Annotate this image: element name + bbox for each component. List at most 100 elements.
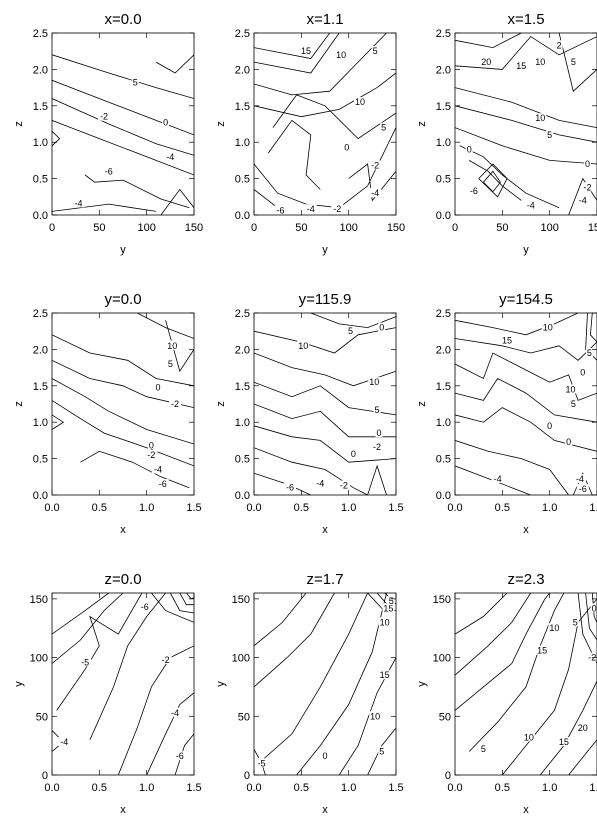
y-tick-label: 1.5 xyxy=(33,101,48,113)
contour-label: 10 xyxy=(355,97,365,107)
contour-label-bg xyxy=(378,670,391,680)
contour-line-2 xyxy=(254,33,340,74)
contour-label-bg xyxy=(382,603,395,613)
contour-label-bg xyxy=(369,188,382,198)
contour-label: 15 xyxy=(380,670,390,680)
contour-label-bg xyxy=(576,723,589,733)
x-tick-label: 1.5 xyxy=(388,782,403,794)
x-tick-label: 1.0 xyxy=(341,502,356,514)
y-axis-label: y xyxy=(215,681,227,687)
contour-label: -2 xyxy=(171,399,179,409)
contour-label-bg xyxy=(522,732,535,742)
contour-line-3 xyxy=(455,352,597,401)
contour-label: -6 xyxy=(579,484,587,494)
contour-label-bg xyxy=(590,603,597,613)
contour-label: -2 xyxy=(584,182,592,192)
y-tick-label: 1.0 xyxy=(436,137,451,149)
contour-line-10 xyxy=(572,472,593,495)
contour-label-bg xyxy=(169,707,182,717)
panel-title: y=0.0 xyxy=(104,291,141,308)
x-tick-label: 0.0 xyxy=(246,782,261,794)
contour-line-9 xyxy=(151,593,194,623)
contour-line-3 xyxy=(52,359,194,408)
y-axis-label: y xyxy=(13,681,25,687)
contour-label-bg xyxy=(349,449,357,459)
contour-label-bg xyxy=(479,744,487,754)
contour-line-1 xyxy=(52,54,194,99)
contour-label-bg xyxy=(546,129,554,139)
contour-line-3 xyxy=(254,352,396,387)
contour-line-2 xyxy=(455,36,597,70)
contour-label-bg xyxy=(378,746,386,756)
contour-label-bg xyxy=(465,144,473,154)
y-tick-label: 0.0 xyxy=(33,210,48,222)
contour-label-bg xyxy=(152,464,165,474)
x-tick-label: 0.0 xyxy=(447,502,462,514)
contour-label-bg xyxy=(166,340,179,350)
contour-label: -4 xyxy=(307,204,315,214)
x-tick-label: 0 xyxy=(452,222,458,234)
contour-label: 20 xyxy=(481,57,491,67)
contour-line-4 xyxy=(52,378,194,445)
x-tick-label: 1.5 xyxy=(388,502,403,514)
contour-label-bg xyxy=(373,404,381,414)
contour-label-bg xyxy=(579,367,587,377)
contour-line-1 xyxy=(310,313,396,329)
contour-label: 0 xyxy=(585,159,590,169)
contour-label: 15 xyxy=(537,646,547,656)
contour-label: 15 xyxy=(502,336,512,346)
contour-line-1 xyxy=(137,313,194,339)
y-tick-label: 2.0 xyxy=(235,344,250,356)
contour-label: -4 xyxy=(576,474,584,484)
y-tick-label: 2.0 xyxy=(436,344,451,356)
y-tick-label: 0.0 xyxy=(436,210,451,222)
contour-line-5 xyxy=(254,403,396,438)
contour-label-bg xyxy=(371,441,384,451)
x-tick-label: 1.5 xyxy=(589,502,597,514)
contour-line-9 xyxy=(589,313,597,343)
contour-label-bg xyxy=(154,382,162,392)
y-tick-label: 150 xyxy=(232,594,250,606)
contour-line-4 xyxy=(254,72,396,118)
contour-line-12 xyxy=(186,593,194,600)
contour-label-bg xyxy=(576,484,589,494)
y-tick-label: 50 xyxy=(439,711,451,723)
contour-label-bg xyxy=(321,751,329,761)
contour-line-9 xyxy=(483,170,501,193)
contour-label-bg xyxy=(72,198,85,208)
contour-label-bg xyxy=(375,428,383,438)
contour-line-5 xyxy=(455,127,597,165)
contour-label-bg xyxy=(98,111,111,121)
contour-label: -2 xyxy=(162,655,170,665)
y-tick-label: 1.0 xyxy=(33,417,48,429)
contour-label-bg xyxy=(557,737,570,747)
contour-line-6 xyxy=(455,440,569,495)
contour-label: -6 xyxy=(105,166,113,176)
contour-label-bg xyxy=(131,77,139,87)
contour-line-6 xyxy=(539,680,597,775)
x-tick-label: 50 xyxy=(295,222,307,234)
x-axis-label: x xyxy=(120,804,126,816)
x-tick-label: 150 xyxy=(387,222,405,234)
contour-line-8 xyxy=(52,131,61,147)
plot-frame xyxy=(253,312,397,496)
x-tick-label: 1.0 xyxy=(139,502,154,514)
contour-label-bg xyxy=(156,479,169,489)
contour-label: 10 xyxy=(167,341,177,351)
contour-label: -2 xyxy=(100,112,108,122)
contour-label-bg xyxy=(354,97,367,107)
contour-label: -4 xyxy=(74,198,82,208)
contour-label: 0 xyxy=(379,323,384,333)
contour-label: 5 xyxy=(375,405,380,415)
y-tick-label: 0.0 xyxy=(33,490,48,502)
contour-label: 5 xyxy=(547,130,552,140)
x-tick-label: 0.0 xyxy=(246,502,261,514)
contour-lines xyxy=(52,54,194,215)
contour-label-bg xyxy=(541,322,554,332)
y-axis-label: y xyxy=(416,681,428,687)
x-tick-label: 0.0 xyxy=(44,502,59,514)
contour-label-bg xyxy=(380,122,388,132)
